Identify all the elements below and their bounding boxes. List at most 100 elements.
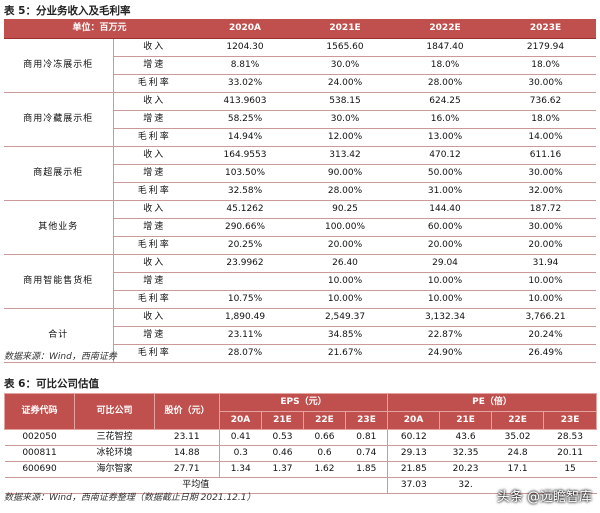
table-cell: 187.72 — [495, 200, 597, 219]
table-cell: 90.00% — [295, 164, 396, 183]
metric-label: 增速 — [113, 272, 196, 291]
table-cell: 32.00% — [495, 182, 597, 201]
table-cell: 313.42 — [295, 146, 396, 165]
valuation-table: 证券代码 可比公司 股价（元） EPS（元） PE（倍） 20A 21E 22E… — [4, 393, 598, 494]
metric-label: 收入 — [113, 92, 196, 111]
pe-cell: 32.35 — [439, 445, 492, 462]
table-cell: 24.90% — [395, 344, 496, 363]
table-row: 增速 58.25% 30.0% 16.0% 18.0% — [4, 110, 597, 129]
table-cell: 10.00% — [495, 290, 597, 309]
table-cell: 12.00% — [295, 128, 396, 147]
eps-cell: 0.6 — [303, 445, 346, 462]
table-cell: 34.85% — [295, 326, 396, 345]
table-row: 其他业务 收入 45.1262 90.25 144.40 187.72 — [4, 200, 597, 255]
metric-label: 增速 — [113, 164, 196, 183]
metric-label: 毛利率 — [113, 128, 196, 147]
table-cell: 13.00% — [395, 128, 496, 147]
eps-cell: 0.74 — [345, 445, 389, 462]
eps-header: EPS（元） — [218, 393, 389, 412]
table-cell: 538.15 — [295, 92, 396, 111]
table-cell: 20.24% — [495, 326, 597, 345]
table-row: 合计 收入 1,890.49 2,549.37 3,132.34 3,766.21 — [4, 308, 597, 363]
company-name: 冰轮环境 — [74, 445, 155, 462]
average-pe-cell: 37.03 — [387, 477, 440, 494]
segment-name: 商用冷藏展示柜 — [4, 92, 114, 147]
table-cell: 23.11% — [195, 326, 296, 345]
average-row: 平均值 37.03 32. — [4, 477, 597, 494]
table-cell: 28.00% — [395, 74, 496, 93]
eps-cell: 0.81 — [345, 429, 389, 446]
pe-year-header: 21E — [439, 411, 493, 430]
table-row: 增速 23.11% 34.85% 22.87% 20.24% — [4, 326, 597, 345]
table-cell: 28.07% — [195, 344, 296, 363]
share-price: 14.88 — [154, 445, 220, 462]
table-cell: 164.9553 — [195, 146, 296, 165]
table-cell: 10.00% — [395, 290, 496, 309]
table-cell: 18.0% — [495, 56, 597, 75]
company-header: 可比公司 — [74, 393, 155, 430]
eps-cell: 0.53 — [261, 429, 304, 446]
eps-year-header: 21E — [261, 411, 304, 430]
average-pe-cell — [491, 477, 544, 494]
table-cell: 26.49% — [495, 344, 597, 363]
pe-cell: 17.1 — [491, 461, 544, 478]
table-cell: 14.00% — [495, 128, 597, 147]
eps-year-header: 22E — [303, 411, 346, 430]
year-header: 2022E — [395, 19, 496, 39]
share-price: 23.11 — [154, 429, 220, 446]
table-cell: 60.00% — [395, 218, 496, 237]
table-cell: 45.1262 — [195, 200, 296, 219]
table-row: 毛利率 20.25% 20.00% 20.00% 20.00% — [4, 236, 597, 255]
table-cell: 30.0% — [295, 110, 396, 129]
table-row: 增速 290.66% 100.00% 60.00% 30.00% — [4, 218, 597, 237]
security-code: 000811 — [4, 445, 75, 462]
metric-label: 毛利率 — [113, 74, 196, 93]
table-row: 商用冷冻展示柜 收入 1204.30 1565.60 1847.40 2179.94 — [4, 38, 597, 93]
table-cell: 21.67% — [295, 344, 396, 363]
table-cell: 29.04 — [395, 254, 496, 273]
table2-source: 数据来源：Wind，西南证券整理（数据截止日期 2021.12.1） — [4, 493, 256, 503]
table-cell — [195, 272, 296, 291]
pe-cell: 29.13 — [387, 445, 440, 462]
table-cell: 290.66% — [195, 218, 296, 237]
eps-cell: 0.41 — [219, 429, 262, 446]
year-header: 2021E — [295, 19, 396, 39]
table-cell: 30.0% — [295, 56, 396, 75]
table2-header-row: 证券代码 可比公司 股价（元） EPS（元） PE（倍） — [4, 393, 598, 430]
metric-label: 收入 — [113, 146, 196, 165]
table-cell: 736.62 — [495, 92, 597, 111]
table-cell: 30.00% — [495, 164, 597, 183]
segment-name: 商用智能售货柜 — [4, 254, 114, 309]
company-name: 海尔智家 — [74, 461, 155, 478]
table-cell: 31.00% — [395, 182, 496, 201]
table-cell: 26.40 — [295, 254, 396, 273]
table1-source: 数据来源：Wind，西南证券 — [4, 352, 117, 362]
year-header: 2023E — [495, 19, 597, 39]
eps-cell: 1.85 — [345, 461, 389, 478]
table-cell: 624.25 — [395, 92, 496, 111]
table-cell: 31.94 — [495, 254, 597, 273]
eps-cell: 0.3 — [219, 445, 262, 462]
watermark: 头条 @远瞻智库 — [496, 490, 592, 505]
table-row: 毛利率 14.94% 12.00% 13.00% 14.00% — [4, 128, 597, 147]
pe-year-header: 20A — [387, 411, 441, 430]
security-code: 002050 — [4, 429, 75, 446]
table-row: 增速 103.50% 90.00% 50.00% 30.00% — [4, 164, 597, 183]
table-row: 商超展示柜 收入 164.9553 313.42 470.12 611.16 — [4, 146, 597, 201]
pe-header: PE（倍） — [387, 393, 598, 412]
pe-cell: 20.23 — [439, 461, 492, 478]
table-row: 毛利率 28.07% 21.67% 24.90% 26.49% — [4, 344, 597, 363]
table-cell: 8.81% — [195, 56, 296, 75]
revenue-table: 单位：百万元 2020A 2021E 2022E 2023E 商用冷冻展示柜 收入… — [4, 19, 597, 363]
pe-cell: 60.12 — [387, 429, 440, 446]
pe-year-header: 22E — [491, 411, 545, 430]
metric-label: 毛利率 — [113, 290, 196, 309]
table-cell: 20.00% — [395, 236, 496, 255]
pe-cell: 21.85 — [387, 461, 440, 478]
metric-label: 增速 — [113, 56, 196, 75]
eps-year-header: 20A — [219, 411, 262, 430]
table-cell: 10.75% — [195, 290, 296, 309]
metric-label: 毛利率 — [113, 236, 196, 255]
table2-title: 表 6：可比公司估值 — [4, 378, 99, 390]
eps-cell: 1.62 — [303, 461, 346, 478]
